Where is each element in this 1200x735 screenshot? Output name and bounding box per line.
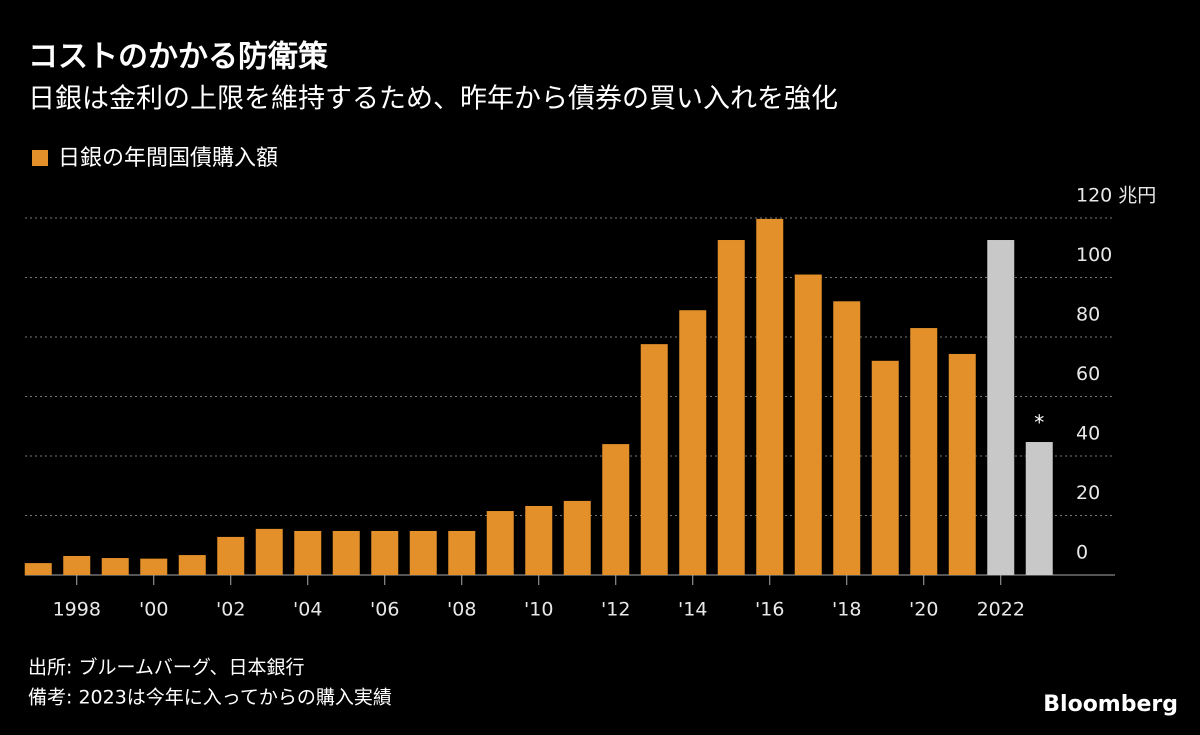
source: 出所: ブルームバーグ、日本銀行 [28, 656, 305, 679]
bar [525, 505, 553, 575]
bar [563, 500, 591, 575]
bar [178, 555, 206, 575]
note: 備考: 2023は今年に入ってからの購入実績 [28, 687, 392, 709]
x-tick-label: '20 [909, 599, 938, 621]
x-tick-label: '02 [216, 599, 245, 621]
chart-title: コストのかかる防衛策 [28, 40, 328, 75]
bar [794, 274, 822, 575]
bar [871, 360, 899, 575]
bar [24, 563, 52, 575]
bar [987, 240, 1015, 575]
bar [63, 555, 91, 575]
x-tick-label: '04 [293, 599, 322, 621]
x-tick-label: 2022 [977, 599, 1025, 621]
bar [255, 528, 283, 575]
bar [717, 240, 745, 575]
x-tick-label: '00 [139, 599, 168, 621]
bar [756, 218, 784, 575]
bar [486, 511, 514, 575]
x-tick-label: '08 [447, 599, 476, 621]
bar [1025, 442, 1053, 575]
bar [679, 310, 707, 575]
y-tick-label: 40 [1076, 423, 1100, 445]
y-tick-label: 60 [1076, 363, 1100, 385]
bar [294, 530, 322, 575]
bar [101, 558, 129, 575]
bar [217, 536, 245, 575]
x-tick-label: '10 [524, 599, 553, 621]
bar [948, 353, 976, 575]
y-tick-label: 80 [1076, 304, 1100, 326]
x-tick-label: '12 [601, 599, 630, 621]
legend-label: 日銀の年間国債購入額 [58, 146, 278, 171]
bar [140, 558, 168, 575]
legend-swatch [32, 150, 48, 166]
bar [910, 328, 938, 575]
x-tick-label: '18 [832, 599, 861, 621]
y-tick-label: 20 [1076, 482, 1100, 504]
bar [332, 530, 360, 575]
x-tick-label: '06 [370, 599, 399, 621]
brand: Bloomberg [1043, 692, 1178, 717]
bar [448, 530, 476, 575]
y-tick-label: 100 [1076, 244, 1112, 266]
annotation: * [1034, 411, 1044, 435]
x-tick-label: 1998 [53, 599, 101, 621]
bar [602, 444, 630, 575]
x-tick-label: '14 [678, 599, 707, 621]
bar [371, 530, 399, 575]
chart-subtitle: 日銀は金利の上限を維持するため、昨年から債券の買い入れを強化 [28, 84, 838, 115]
x-tick-label: '16 [755, 599, 784, 621]
y-tick-label: 120 兆円 [1076, 185, 1156, 207]
bar [833, 301, 861, 575]
y-tick-label: 0 [1076, 542, 1088, 564]
bar [409, 530, 437, 575]
bar [640, 344, 668, 575]
